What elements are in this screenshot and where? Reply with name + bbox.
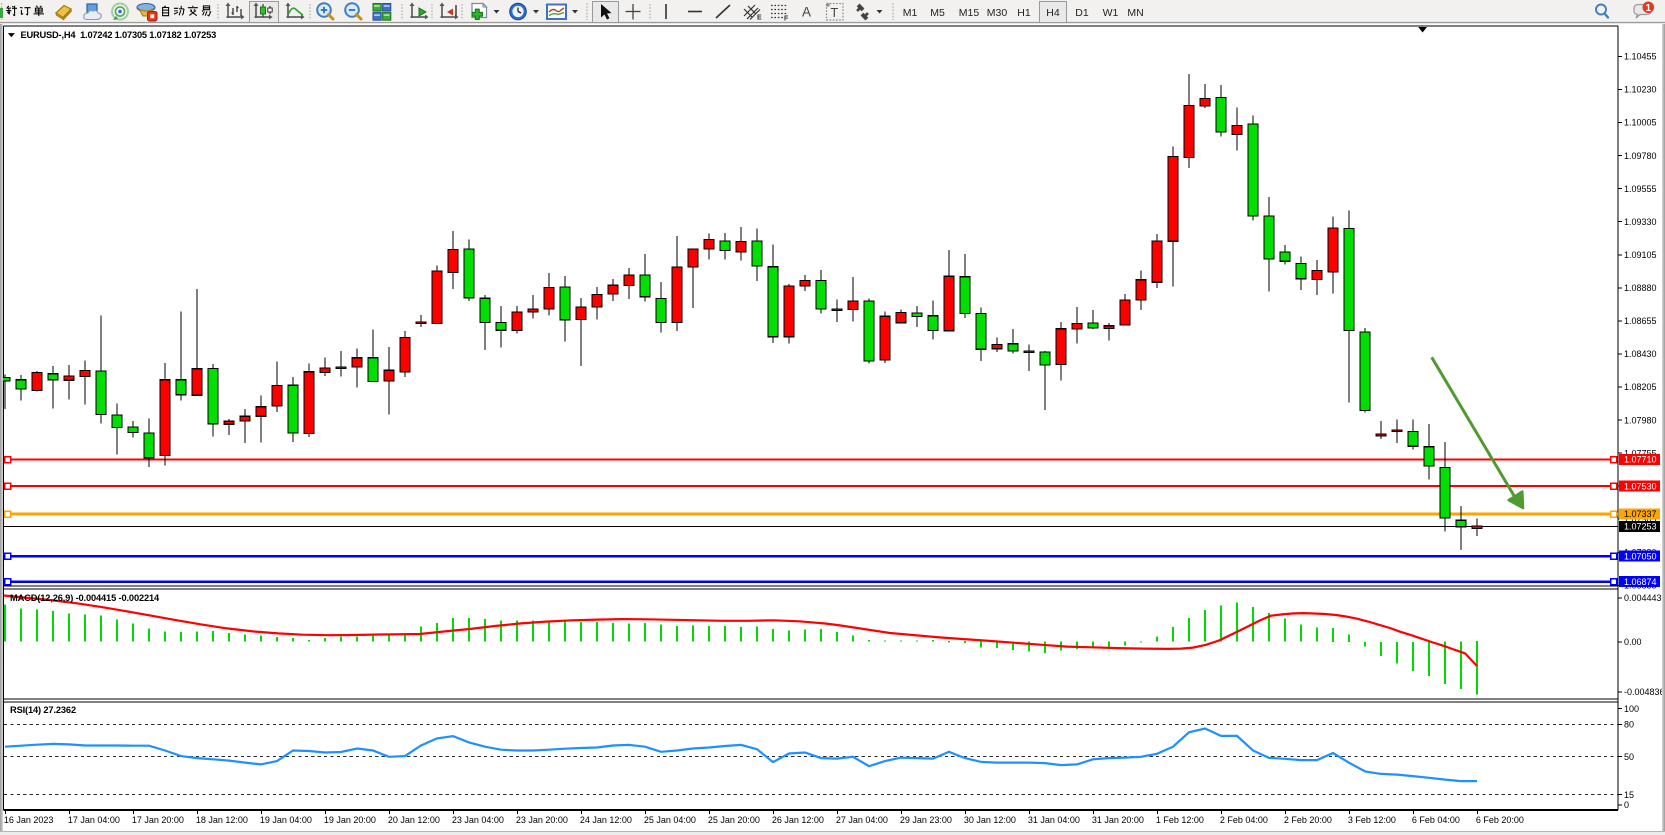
svg-text:M1: M1 xyxy=(903,7,918,19)
svg-text:E: E xyxy=(757,15,762,22)
svg-text:0.00: 0.00 xyxy=(1624,637,1642,647)
svg-text:1.07337: 1.07337 xyxy=(1624,509,1657,519)
svg-text:F: F xyxy=(784,16,789,23)
svg-text:H1: H1 xyxy=(1017,7,1031,19)
svg-text:6 Feb 20:00: 6 Feb 20:00 xyxy=(1476,815,1524,825)
svg-text:MACD(12,26,9) -0.004415 -0.002: MACD(12,26,9) -0.004415 -0.002214 xyxy=(10,593,160,603)
svg-text:H4: H4 xyxy=(1046,7,1060,19)
svg-text:M30: M30 xyxy=(987,7,1008,19)
svg-text:17 Jan 04:00: 17 Jan 04:00 xyxy=(68,815,120,825)
svg-text:1.10455: 1.10455 xyxy=(1624,52,1657,62)
svg-text:2 Feb 04:00: 2 Feb 04:00 xyxy=(1220,815,1268,825)
svg-text:3 Feb 12:00: 3 Feb 12:00 xyxy=(1348,815,1396,825)
svg-text:23 Jan 04:00: 23 Jan 04:00 xyxy=(452,815,504,825)
svg-text:18 Jan 12:00: 18 Jan 12:00 xyxy=(196,815,248,825)
svg-text:1.09330: 1.09330 xyxy=(1624,217,1657,227)
svg-text:80: 80 xyxy=(1624,720,1634,730)
svg-text:1.09555: 1.09555 xyxy=(1624,184,1657,194)
svg-text:EURUSD-,H4 1.07242 1.07305 1.: EURUSD-,H4 1.07242 1.07305 1.07182 1.072… xyxy=(21,30,217,40)
svg-text:0: 0 xyxy=(1624,800,1629,810)
svg-text:D1: D1 xyxy=(1075,7,1089,19)
svg-text:2 Feb 20:00: 2 Feb 20:00 xyxy=(1284,815,1332,825)
svg-text:1.09780: 1.09780 xyxy=(1624,151,1657,161)
svg-text:0.004443: 0.004443 xyxy=(1624,593,1662,603)
svg-text:M15: M15 xyxy=(959,7,980,19)
svg-text:24 Jan 12:00: 24 Jan 12:00 xyxy=(580,815,632,825)
svg-text:1.07710: 1.07710 xyxy=(1624,455,1657,465)
svg-text:31 Jan 20:00: 31 Jan 20:00 xyxy=(1092,815,1144,825)
svg-text:1.07530: 1.07530 xyxy=(1624,481,1657,491)
svg-text:19 Jan 20:00: 19 Jan 20:00 xyxy=(324,815,376,825)
svg-text:1.10005: 1.10005 xyxy=(1624,118,1657,128)
svg-text:-0.004836: -0.004836 xyxy=(1624,687,1665,697)
svg-text:1.08205: 1.08205 xyxy=(1624,382,1657,392)
svg-text:1.08655: 1.08655 xyxy=(1624,316,1657,326)
svg-text:20 Jan 12:00: 20 Jan 12:00 xyxy=(388,815,440,825)
svg-text:1.09105: 1.09105 xyxy=(1624,250,1657,260)
svg-text:23 Jan 20:00: 23 Jan 20:00 xyxy=(516,815,568,825)
svg-text:RSI(14) 27.2362: RSI(14) 27.2362 xyxy=(10,705,76,715)
svg-text:1.07050: 1.07050 xyxy=(1624,551,1657,561)
svg-text:100: 100 xyxy=(1624,704,1639,714)
svg-text:31 Jan 04:00: 31 Jan 04:00 xyxy=(1028,815,1080,825)
svg-text:26 Jan 12:00: 26 Jan 12:00 xyxy=(772,815,824,825)
svg-text:17 Jan 20:00: 17 Jan 20:00 xyxy=(132,815,184,825)
svg-text:6 Feb 04:00: 6 Feb 04:00 xyxy=(1412,815,1460,825)
svg-text:1 Feb 12:00: 1 Feb 12:00 xyxy=(1156,815,1204,825)
svg-text:1: 1 xyxy=(1646,3,1652,14)
svg-text:T: T xyxy=(831,6,839,20)
svg-text:1.08880: 1.08880 xyxy=(1624,283,1657,293)
svg-text:27 Jan 04:00: 27 Jan 04:00 xyxy=(836,815,888,825)
svg-text:W1: W1 xyxy=(1103,7,1119,19)
svg-text:1.07755: 1.07755 xyxy=(1624,448,1657,458)
svg-text:25 Jan 20:00: 25 Jan 20:00 xyxy=(708,815,760,825)
svg-text:29 Jan 23:00: 29 Jan 23:00 xyxy=(900,815,952,825)
svg-text:1.06874: 1.06874 xyxy=(1624,577,1657,587)
svg-text:1.07253: 1.07253 xyxy=(1624,522,1657,532)
svg-text:A: A xyxy=(802,5,811,20)
svg-text:1.07980: 1.07980 xyxy=(1624,415,1657,425)
svg-text:M5: M5 xyxy=(930,7,945,19)
svg-text:15: 15 xyxy=(1624,790,1634,800)
svg-text:MN: MN xyxy=(1127,7,1143,19)
svg-text:25 Jan 04:00: 25 Jan 04:00 xyxy=(644,815,696,825)
svg-text:16 Jan 2023: 16 Jan 2023 xyxy=(4,815,54,825)
svg-text:50: 50 xyxy=(1624,752,1634,762)
svg-text:19 Jan 04:00: 19 Jan 04:00 xyxy=(260,815,312,825)
svg-text:1.08430: 1.08430 xyxy=(1624,349,1657,359)
svg-text:1.10230: 1.10230 xyxy=(1624,85,1657,95)
svg-text:30 Jan 12:00: 30 Jan 12:00 xyxy=(964,815,1016,825)
